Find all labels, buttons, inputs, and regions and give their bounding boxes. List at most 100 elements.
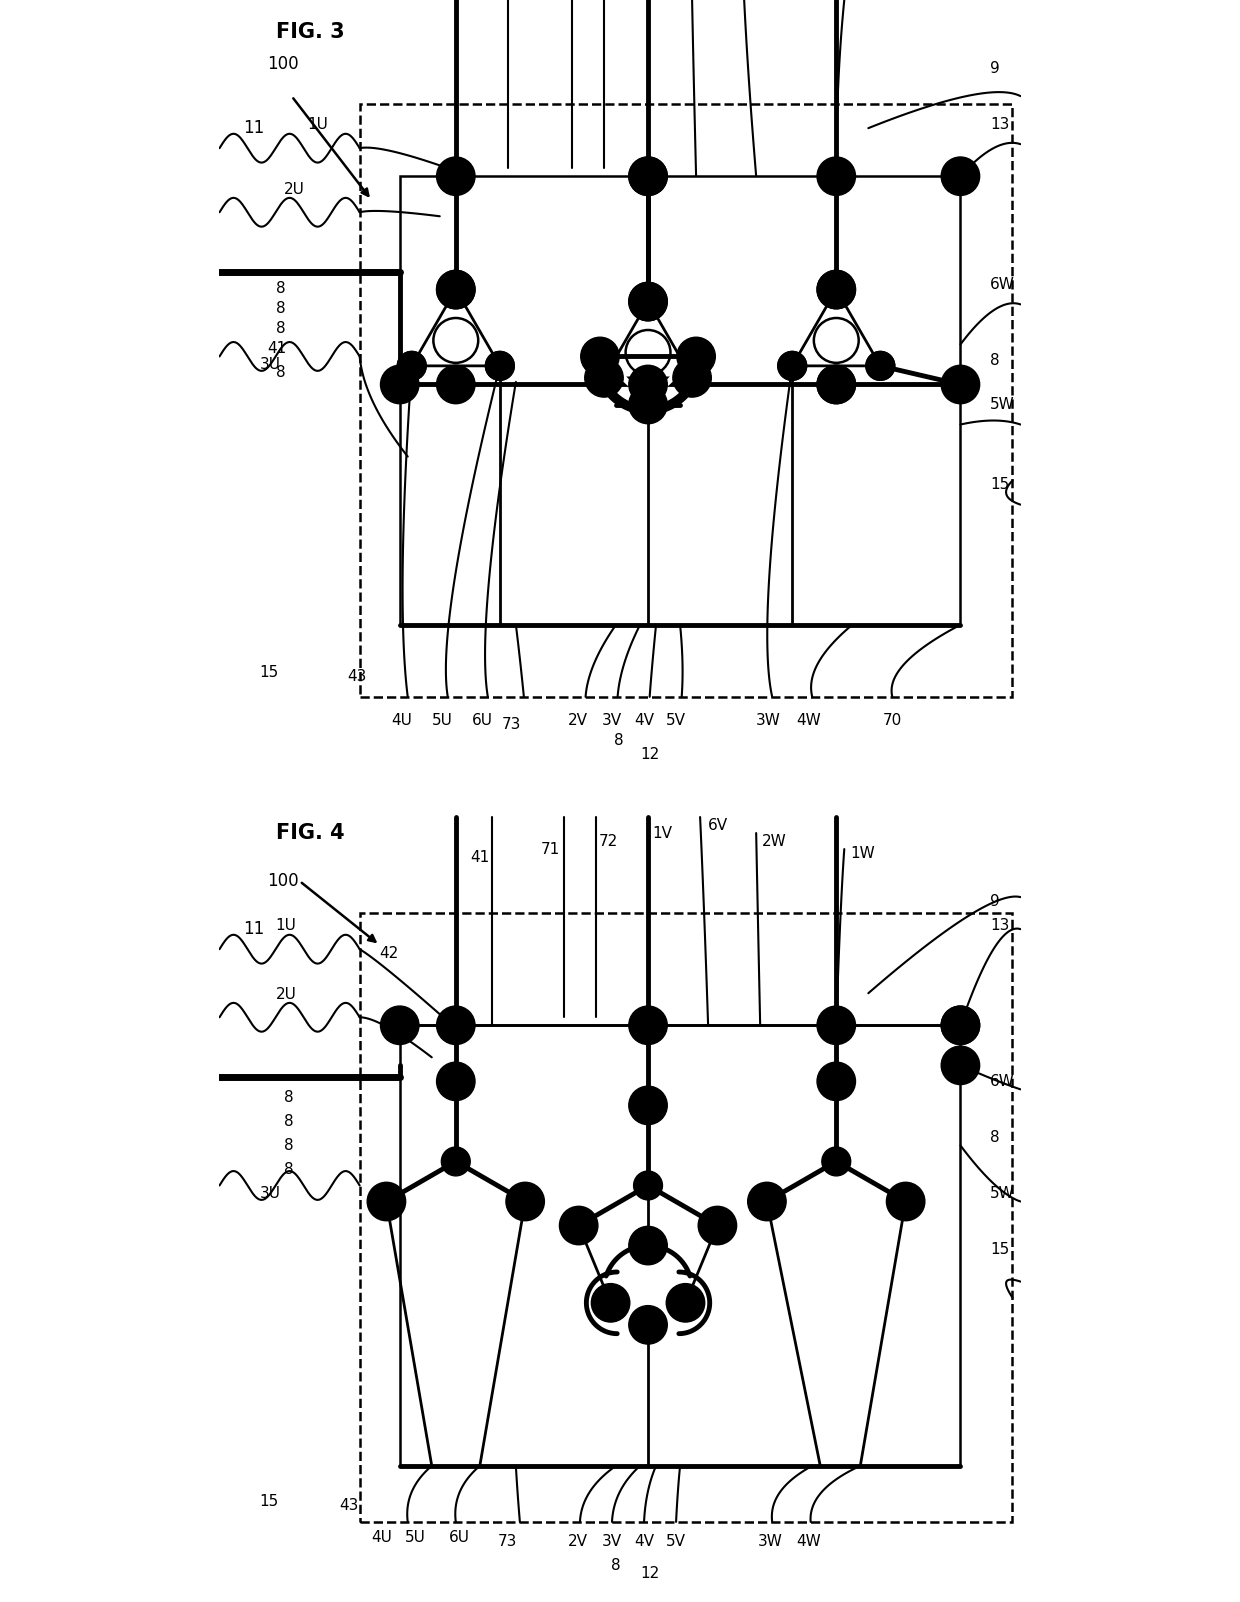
Circle shape xyxy=(506,1182,544,1221)
Text: 72: 72 xyxy=(599,833,618,849)
Circle shape xyxy=(698,1206,737,1245)
Text: 13: 13 xyxy=(990,918,1009,932)
Text: 2U: 2U xyxy=(275,987,296,1003)
Text: 12: 12 xyxy=(640,747,660,763)
Text: 43: 43 xyxy=(340,1498,360,1514)
Circle shape xyxy=(629,1306,667,1344)
Text: 12: 12 xyxy=(640,1567,660,1581)
Text: 71: 71 xyxy=(541,841,560,857)
Circle shape xyxy=(626,330,671,375)
Text: 15: 15 xyxy=(990,477,1009,492)
Circle shape xyxy=(436,1006,475,1045)
Circle shape xyxy=(677,338,715,375)
Text: 2W: 2W xyxy=(761,833,786,849)
Circle shape xyxy=(941,365,980,404)
Text: 73: 73 xyxy=(498,1535,517,1549)
Bar xyxy=(360,104,1013,697)
Text: 6W: 6W xyxy=(990,277,1014,292)
Text: 41: 41 xyxy=(268,341,286,356)
Text: 8: 8 xyxy=(284,1089,293,1105)
Text: 8: 8 xyxy=(611,1559,621,1573)
Circle shape xyxy=(436,157,475,195)
Text: 8: 8 xyxy=(990,352,999,368)
Text: 43: 43 xyxy=(347,670,367,684)
Text: 5U: 5U xyxy=(432,713,453,729)
Circle shape xyxy=(397,351,427,380)
Circle shape xyxy=(629,1086,667,1125)
Circle shape xyxy=(629,282,667,320)
Circle shape xyxy=(666,1283,704,1322)
Circle shape xyxy=(559,1206,598,1245)
Text: 9: 9 xyxy=(990,61,999,75)
Circle shape xyxy=(817,271,856,309)
Text: 13: 13 xyxy=(990,117,1009,131)
Circle shape xyxy=(887,1182,925,1221)
Text: 70: 70 xyxy=(883,713,901,729)
Circle shape xyxy=(866,351,895,380)
Text: 8: 8 xyxy=(275,301,285,316)
Circle shape xyxy=(629,1227,667,1266)
Circle shape xyxy=(585,359,624,397)
Text: 1U: 1U xyxy=(275,918,296,932)
Circle shape xyxy=(629,384,667,423)
Text: FIG. 4: FIG. 4 xyxy=(275,823,345,843)
Circle shape xyxy=(485,351,515,380)
Text: 4U: 4U xyxy=(372,1530,393,1546)
Circle shape xyxy=(941,1046,980,1085)
Circle shape xyxy=(629,282,667,320)
Circle shape xyxy=(397,351,427,380)
Text: 3V: 3V xyxy=(601,713,622,729)
Circle shape xyxy=(817,365,856,404)
Text: 15: 15 xyxy=(259,665,279,681)
Text: 73: 73 xyxy=(502,718,522,732)
Text: 5V: 5V xyxy=(666,713,686,729)
Text: 8: 8 xyxy=(284,1137,293,1153)
Text: 6U: 6U xyxy=(449,1530,470,1546)
Bar xyxy=(399,176,961,625)
Text: 4V: 4V xyxy=(634,713,653,729)
Text: 4V: 4V xyxy=(634,1535,653,1549)
Text: 8: 8 xyxy=(275,320,285,336)
Text: 8: 8 xyxy=(275,365,285,380)
Circle shape xyxy=(634,1171,662,1200)
Circle shape xyxy=(629,365,667,404)
Circle shape xyxy=(629,157,667,195)
Text: 1W: 1W xyxy=(851,846,875,860)
Text: 41: 41 xyxy=(470,849,490,865)
Text: FIG. 3: FIG. 3 xyxy=(275,22,345,42)
Circle shape xyxy=(629,1006,667,1045)
Bar xyxy=(399,1025,961,1466)
Text: 2V: 2V xyxy=(568,1535,588,1549)
Circle shape xyxy=(591,1283,630,1322)
Text: 15: 15 xyxy=(990,1242,1009,1258)
Text: 6U: 6U xyxy=(471,713,492,729)
Text: 3U: 3U xyxy=(259,1185,280,1202)
Text: 3W: 3W xyxy=(758,1535,782,1549)
Circle shape xyxy=(485,351,515,380)
Text: 3U: 3U xyxy=(259,357,280,372)
Text: 2U: 2U xyxy=(284,181,305,197)
Circle shape xyxy=(817,271,856,309)
Circle shape xyxy=(817,1006,856,1045)
Text: 8: 8 xyxy=(275,280,285,296)
Bar xyxy=(360,913,1013,1522)
Text: 15: 15 xyxy=(259,1495,279,1509)
Circle shape xyxy=(629,157,667,195)
Text: 4W: 4W xyxy=(796,1535,821,1549)
Text: 8: 8 xyxy=(990,1129,999,1145)
Circle shape xyxy=(941,157,980,195)
Circle shape xyxy=(941,1006,980,1045)
Text: 4W: 4W xyxy=(796,713,821,729)
Text: 6W: 6W xyxy=(990,1073,1014,1089)
Circle shape xyxy=(946,370,975,399)
Circle shape xyxy=(817,1062,856,1101)
Circle shape xyxy=(381,365,419,404)
Text: 100: 100 xyxy=(268,871,299,891)
Circle shape xyxy=(436,271,475,309)
Text: 100: 100 xyxy=(268,54,299,74)
Circle shape xyxy=(777,351,807,380)
Text: 5W: 5W xyxy=(990,1185,1014,1202)
Circle shape xyxy=(941,1006,980,1045)
Text: 3W: 3W xyxy=(755,713,781,729)
Circle shape xyxy=(817,157,856,195)
